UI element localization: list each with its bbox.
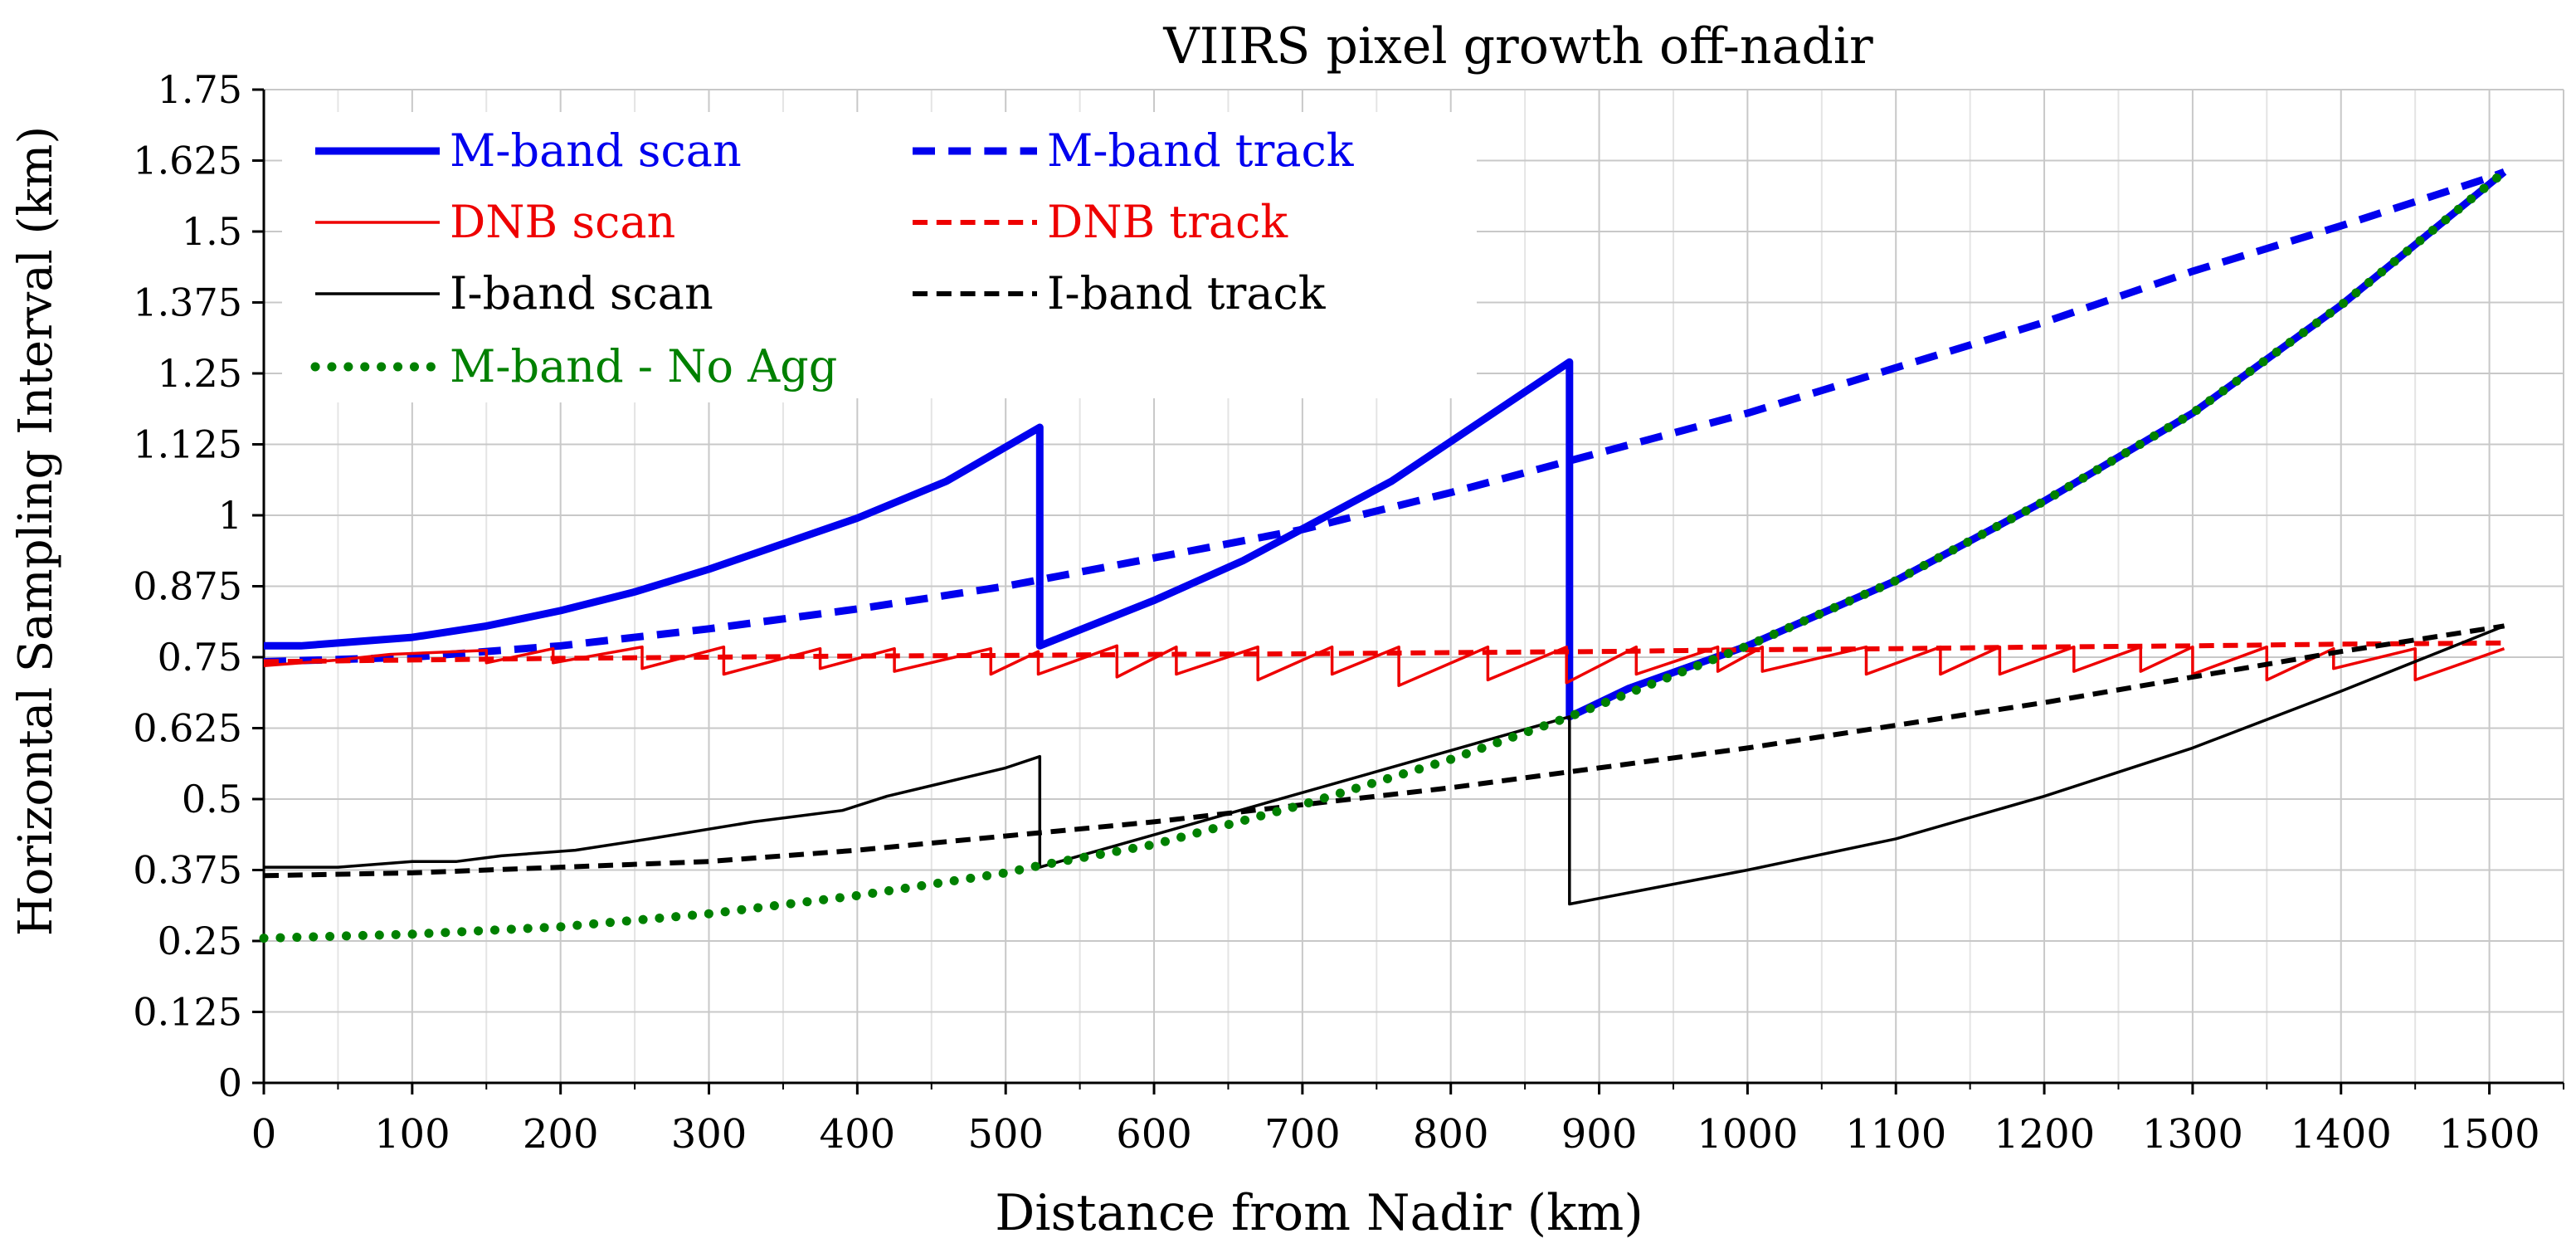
y-tick-label: 1.625 <box>133 139 242 183</box>
y-tick-label: 1 <box>218 493 242 538</box>
x-tick-label: 500 <box>967 1111 1044 1158</box>
y-tick-label: 1.5 <box>182 209 242 254</box>
y-tick-label: 1.75 <box>158 67 242 112</box>
y-tick-label: 1.125 <box>133 422 242 467</box>
x-tick-label: 1300 <box>2142 1111 2243 1158</box>
series-dnb-track <box>263 640 2505 665</box>
legend-label-m-band-scan: M-band scan <box>450 124 742 177</box>
x-axis-label: Distance from Nadir (km) <box>995 1184 1643 1242</box>
y-tick-label: 0.625 <box>133 706 242 751</box>
x-tick-label: 100 <box>374 1111 450 1158</box>
legend-label-i-band-scan: I-band scan <box>450 267 713 319</box>
series-dnb-scan <box>263 644 2505 687</box>
x-tick-label: 800 <box>1413 1111 1489 1158</box>
legend-label-dnb-scan: DNB scan <box>450 196 675 248</box>
chart-title: VIIRS pixel growth off-nadir <box>1162 17 1873 76</box>
y-tick-label: 0 <box>218 1060 242 1105</box>
axes: 0 100 200 300 400 500 600 700 800 900 1000 1100 1200… <box>133 67 2564 1158</box>
x-tick-label: 400 <box>820 1111 896 1158</box>
y-tick-label: 0.375 <box>133 848 242 893</box>
x-tick-label: 1200 <box>1994 1111 2095 1158</box>
x-tick-label: 700 <box>1264 1111 1341 1158</box>
legend-label-dnb-track: DNB track <box>1047 196 1288 248</box>
x-tick-label: 900 <box>1561 1111 1638 1158</box>
series-i-band-scan <box>264 624 2505 906</box>
legend-label-i-band-track: I-band track <box>1047 267 1327 319</box>
y-tick-label: 0.125 <box>133 990 242 1035</box>
y-tick-label: 1.25 <box>158 351 242 396</box>
y-tick-label: 1.375 <box>133 280 242 325</box>
x-tick-label: 1500 <box>2439 1111 2540 1158</box>
title-background <box>1095 8 1941 88</box>
x-tick-label: 300 <box>671 1111 747 1158</box>
legend: M-band scan M-band track DNB scan DNB track… <box>282 112 1477 402</box>
y-tick-label: 0.5 <box>182 777 242 821</box>
y-tick-label: 0.25 <box>158 919 242 963</box>
legend-label-m-band-no-agg: M-band - No Agg <box>450 340 837 392</box>
x-tick-label: 1400 <box>2291 1111 2392 1158</box>
series-i-band-track <box>263 623 2505 879</box>
y-tick-label: 0.875 <box>133 564 242 609</box>
x-tick-label: 1000 <box>1697 1111 1798 1158</box>
series-m-band-track <box>263 168 2506 665</box>
x-tick-label: 600 <box>1116 1111 1192 1158</box>
series-layer <box>259 167 2509 943</box>
legend-label-m-band-track: M-band track <box>1047 124 1355 177</box>
x-tick-label: 1100 <box>1845 1111 1946 1158</box>
series-m-band-no-agg <box>259 167 2509 943</box>
y-axis-label: Horizontal Sampling Interval (km) <box>9 126 63 936</box>
x-tick-label: 0 <box>251 1111 277 1158</box>
legend-box-extension <box>282 112 830 402</box>
x-tick-label: 200 <box>523 1111 599 1158</box>
y-tick-label: 0.75 <box>158 635 242 680</box>
